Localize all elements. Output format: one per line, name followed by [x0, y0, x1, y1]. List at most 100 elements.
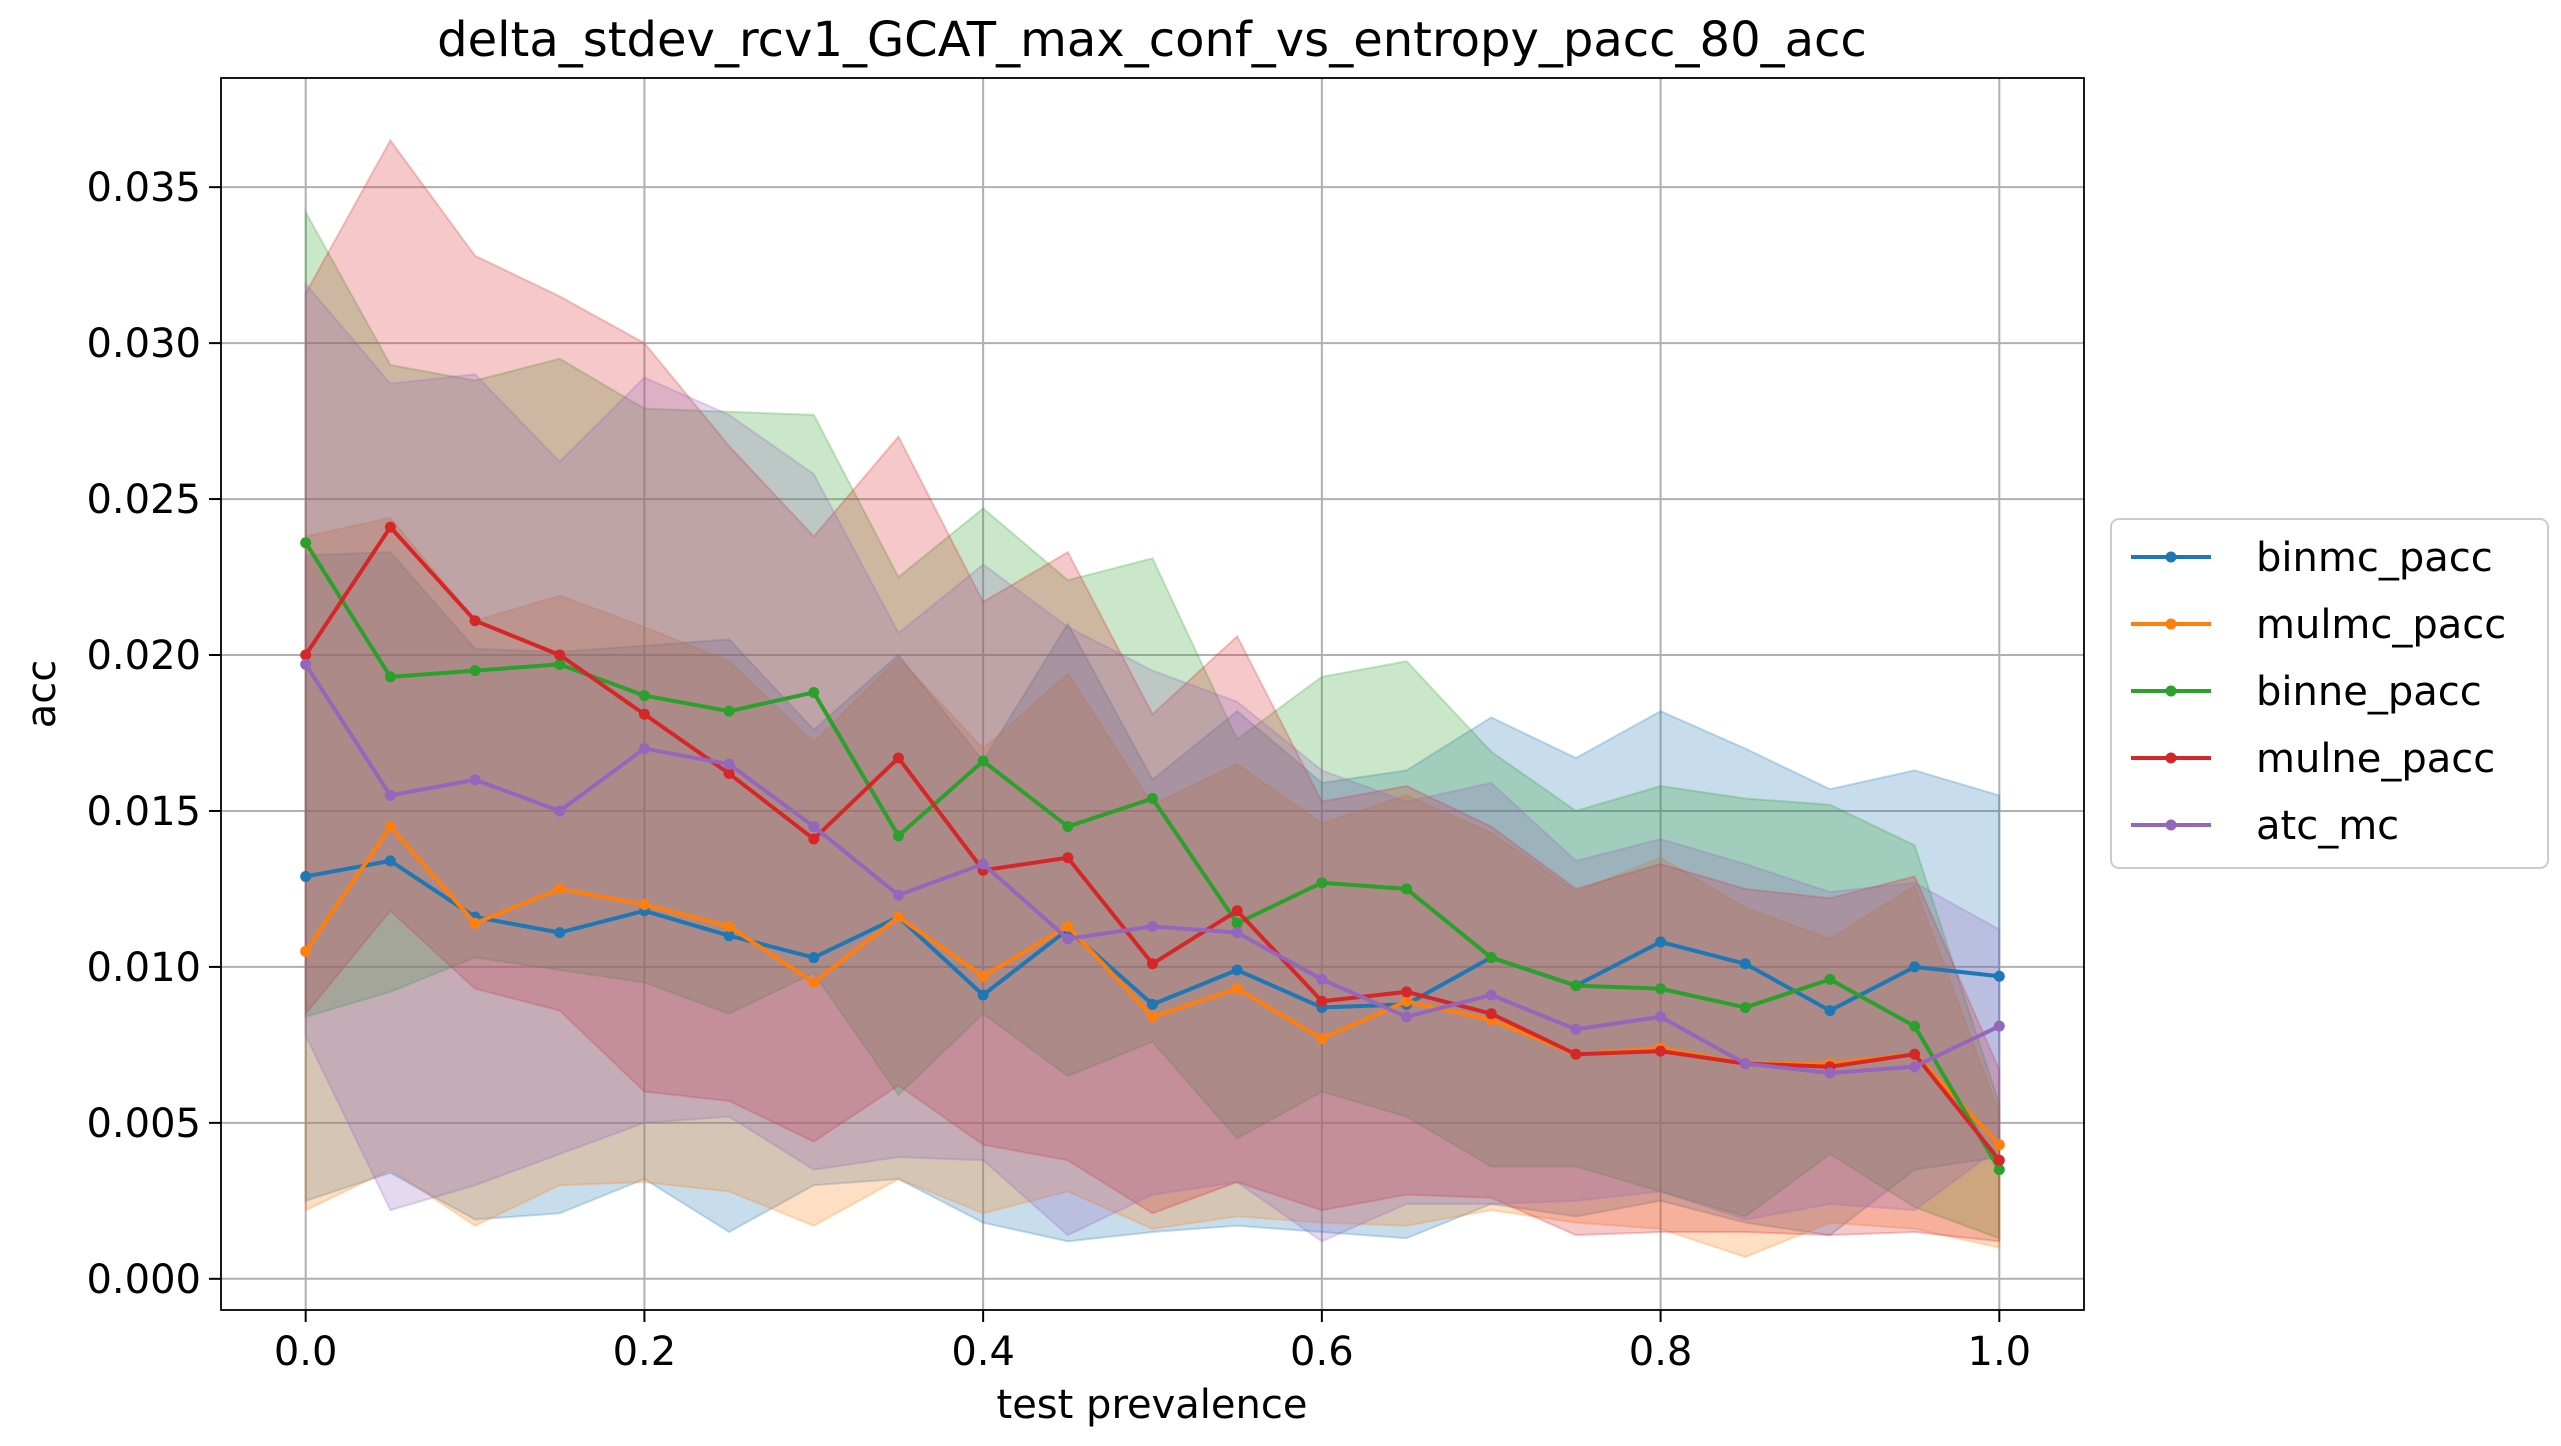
- legend-label: binmc_pacc: [2256, 535, 2493, 581]
- binne_pacc-point: [1909, 1020, 1921, 1032]
- legend-label: mulmc_pacc: [2256, 602, 2506, 648]
- atc_mc-point: [1739, 1058, 1751, 1070]
- mulne_pacc-point: [300, 649, 312, 661]
- mulmc_pacc-point: [808, 977, 820, 989]
- x-tick-label: 0.0: [274, 1329, 338, 1375]
- binmc_pacc-point: [554, 927, 566, 939]
- binne_pacc-point: [1655, 983, 1667, 995]
- binne_pacc-point: [384, 671, 396, 683]
- atc_mc-point: [1655, 1011, 1667, 1023]
- y-tick-label: 0.035: [86, 165, 201, 211]
- mulne_pacc-point: [1655, 1045, 1667, 1057]
- atc_mc-point: [300, 658, 312, 670]
- mulne_pacc-point: [1401, 986, 1413, 998]
- mulne_pacc-point: [1909, 1048, 1921, 1060]
- legend-box: [2110, 518, 2549, 869]
- atc_mc-point: [808, 821, 820, 833]
- binne_pacc-point: [1147, 792, 1158, 804]
- y-tick-label: 0.020: [86, 633, 201, 679]
- x-axis-label: test prevalence: [997, 1382, 1308, 1428]
- y-axis-label: acc: [19, 660, 65, 729]
- binne_pacc-point: [892, 830, 904, 842]
- mulne_pacc-point: [1570, 1048, 1582, 1060]
- x-tick-label: 1.0: [1968, 1329, 2032, 1375]
- legend-swatch-marker: [2165, 752, 2177, 764]
- grid-lines: [221, 78, 2084, 1310]
- mulne_pacc-point: [723, 768, 735, 780]
- binmc_pacc-point: [1655, 936, 1667, 948]
- atc_mc-point: [723, 758, 735, 770]
- binne_pacc-point: [469, 665, 481, 677]
- mulmc_pacc-point: [554, 883, 566, 895]
- binmc_pacc-point: [1147, 998, 1158, 1010]
- mulne_pacc-point: [1062, 852, 1074, 864]
- mulne_pacc-point: [554, 649, 566, 661]
- binmc_pacc-point: [1909, 961, 1921, 973]
- mulmc_pacc-point: [892, 911, 904, 923]
- binne_pacc-point: [554, 658, 566, 670]
- x-tick-label: 0.8: [1629, 1329, 1693, 1375]
- x-tick-label: 0.2: [613, 1329, 677, 1375]
- mulmc_pacc-point: [1147, 1011, 1158, 1023]
- atc_mc-point: [1485, 989, 1497, 1001]
- mulne_pacc-point: [1147, 958, 1158, 970]
- mulne_pacc-point: [638, 708, 650, 720]
- x-tick-label: 0.6: [1290, 1329, 1354, 1375]
- binne_pacc-point: [300, 537, 312, 549]
- binne_pacc-point: [808, 686, 820, 698]
- mulmc_pacc-point: [469, 917, 481, 929]
- binmc_pacc-point: [1739, 958, 1751, 970]
- binne_pacc-point: [1739, 1001, 1751, 1013]
- atc_mc-point: [384, 789, 396, 801]
- mulmc_pacc-point: [1401, 995, 1413, 1007]
- mulmc_pacc-point: [384, 821, 396, 833]
- mulne_pacc-point: [1993, 1154, 2005, 1166]
- mulmc_pacc-band: [304, 516, 2001, 1259]
- x-tick-label: 0.4: [951, 1329, 1015, 1375]
- mulne_pacc-point: [1316, 995, 1328, 1007]
- atc_mc-point: [638, 743, 650, 755]
- atc_mc-point: [977, 858, 989, 870]
- atc_mc-point: [1147, 920, 1158, 932]
- binne_pacc-point: [638, 690, 650, 702]
- binne_pacc-point: [1231, 917, 1243, 929]
- legend-swatch-marker: [2165, 819, 2177, 831]
- binmc_pacc-point: [977, 989, 989, 1001]
- binmc_pacc-point: [300, 870, 312, 882]
- mulmc_pacc-point: [977, 970, 989, 982]
- mulmc_pacc-point: [1231, 983, 1243, 995]
- binne_pacc-point: [723, 705, 735, 717]
- y-tick-label: 0.015: [86, 789, 201, 835]
- mulmc_pacc-point: [300, 945, 312, 957]
- y-tick-label: 0.005: [86, 1101, 201, 1147]
- series-lines: [300, 521, 2005, 1176]
- legend-label: mulne_pacc: [2256, 736, 2495, 782]
- atc_mc-point: [1231, 927, 1243, 939]
- y-tick-label: 0.030: [86, 321, 201, 367]
- plot-area: [221, 78, 2084, 1310]
- binne_pacc-point: [977, 755, 989, 767]
- confidence-bands: [304, 138, 2001, 1259]
- mulmc_pacc-point: [1062, 920, 1074, 932]
- atc_mc-point: [469, 774, 481, 786]
- binmc_pacc-point: [723, 930, 735, 942]
- mulmc_pacc-point: [638, 899, 650, 911]
- binne_pacc-point: [1570, 980, 1582, 992]
- binne_pacc-point: [1316, 877, 1328, 889]
- binne_pacc-point: [1062, 821, 1074, 833]
- mulne_pacc-point: [1485, 1008, 1497, 1020]
- legend-swatch-marker: [2165, 685, 2177, 697]
- binne_pacc-point: [1485, 952, 1497, 964]
- binmc_pacc-point: [384, 855, 396, 867]
- y-tick-label: 0.025: [86, 477, 201, 523]
- atc_mc-point: [892, 889, 904, 901]
- mulmc_pacc-point: [1993, 1139, 2005, 1151]
- binne_pacc-point: [1824, 973, 1836, 985]
- atc_mc-point: [1824, 1067, 1836, 1079]
- legend: binmc_pacc mulmc_pacc binne_pacc mulne_pacc…: [2110, 518, 2549, 869]
- atc_mc-point: [1993, 1020, 2005, 1032]
- atc_mc-point: [1062, 933, 1074, 945]
- mulmc_pacc-point: [1316, 1033, 1328, 1045]
- binmc_pacc-point: [1993, 970, 2005, 982]
